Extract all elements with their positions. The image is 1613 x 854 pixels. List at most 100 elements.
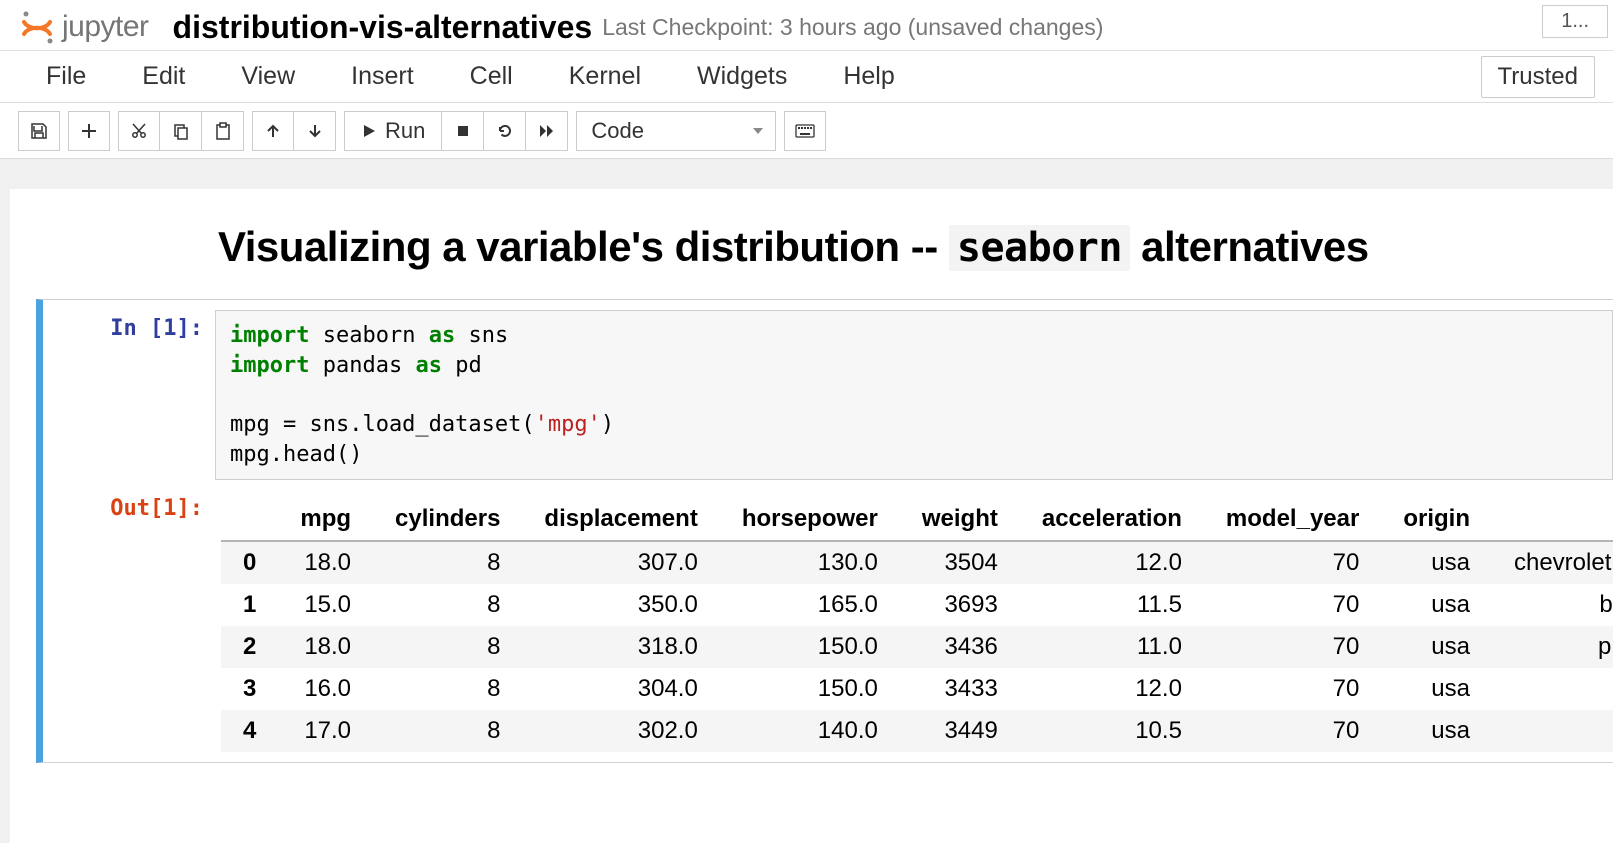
code-cell-1[interactable]: In [1]: import seaborn as snsimport pand… (36, 299, 1613, 763)
table-row: 218.08318.0150.0343611.070usaplymouth sa… (221, 626, 1613, 668)
table-cell: 8 (373, 584, 522, 626)
table-cell: amc rebel sst (1492, 668, 1613, 710)
heading-text-pre: Visualizing a variable's distribution -- (218, 223, 949, 270)
table-cell: 302.0 (522, 710, 719, 752)
table-cell: 70 (1204, 584, 1381, 626)
col-header: origin (1381, 498, 1492, 541)
menu-view[interactable]: View (213, 52, 323, 101)
restart-icon (496, 122, 514, 140)
table-cell: plymouth satellite (1492, 626, 1613, 668)
table-cell: 304.0 (522, 668, 719, 710)
paste-button[interactable] (202, 111, 244, 151)
table-cell: 318.0 (522, 626, 719, 668)
trusted-indicator[interactable]: Trusted (1481, 56, 1595, 98)
command-palette-button[interactable] (784, 111, 826, 151)
table-cell: ford torino (1492, 710, 1613, 752)
table-cell: 70 (1204, 541, 1381, 584)
table-cell: 130.0 (720, 541, 900, 584)
index-header (221, 498, 278, 541)
add-cell-button[interactable] (68, 111, 110, 151)
table-cell: 350.0 (522, 584, 719, 626)
fast-forward-icon (538, 122, 556, 140)
paste-icon (214, 122, 232, 140)
heading-code: seaborn (949, 225, 1130, 271)
menu-cell[interactable]: Cell (442, 52, 541, 101)
menu-insert[interactable]: Insert (323, 52, 442, 101)
table-cell: 70 (1204, 668, 1381, 710)
output-area: mpg cylinders displacement horsepower we… (215, 490, 1613, 752)
notebook-page: Visualizing a variable's distribution --… (10, 189, 1613, 843)
copy-button[interactable] (160, 111, 202, 151)
restart-run-all-button[interactable] (526, 111, 568, 151)
table-cell: usa (1381, 626, 1492, 668)
markdown-heading[interactable]: Visualizing a variable's distribution --… (10, 219, 1613, 299)
cut-button[interactable] (118, 111, 160, 151)
interrupt-button[interactable] (442, 111, 484, 151)
table-cell: 307.0 (522, 541, 719, 584)
table-cell: 70 (1204, 710, 1381, 752)
table-cell: 8 (373, 710, 522, 752)
plus-icon (80, 122, 98, 140)
save-icon (30, 122, 48, 140)
cell-type-select[interactable]: Code (576, 111, 776, 151)
col-header: model_year (1204, 498, 1381, 541)
cell-type-value: Code (591, 118, 644, 144)
menu-kernel[interactable]: Kernel (541, 52, 669, 101)
row-index: 1 (221, 584, 278, 626)
row-index: 2 (221, 626, 278, 668)
table-cell: 16.0 (278, 668, 373, 710)
table-row: 316.08304.0150.0343312.070usaamc rebel s… (221, 668, 1613, 710)
table-cell: 3693 (900, 584, 1020, 626)
menu-file[interactable]: File (18, 52, 114, 101)
table-cell: usa (1381, 541, 1492, 584)
menubar: File Edit View Insert Cell Kernel Widget… (0, 51, 1613, 103)
col-header: horsepower (720, 498, 900, 541)
table-cell: 3433 (900, 668, 1020, 710)
table-header-row: mpg cylinders displacement horsepower we… (221, 498, 1613, 541)
col-header: weight (900, 498, 1020, 541)
notebook-area: Visualizing a variable's distribution --… (0, 159, 1613, 843)
move-up-button[interactable] (252, 111, 294, 151)
table-cell: 165.0 (720, 584, 900, 626)
row-index: 3 (221, 668, 278, 710)
play-icon (361, 123, 377, 139)
move-down-button[interactable] (294, 111, 336, 151)
arrow-up-icon (264, 122, 282, 140)
table-row: 417.08302.0140.0344910.570usaford torino (221, 710, 1613, 752)
menu-widgets[interactable]: Widgets (669, 52, 815, 101)
keyboard-icon (795, 124, 815, 138)
copy-icon (172, 122, 190, 140)
stop-icon (455, 123, 471, 139)
restart-button[interactable] (484, 111, 526, 151)
table-cell: 12.0 (1020, 541, 1204, 584)
toolbar: Run Code (0, 103, 1613, 159)
table-cell: 18.0 (278, 626, 373, 668)
notebook-title[interactable]: distribution-vis-alternatives (173, 9, 593, 46)
table-row: 018.08307.0130.0350412.070usachevrolet c… (221, 541, 1613, 584)
code-input[interactable]: import seaborn as snsimport pandas as pd… (215, 310, 1613, 480)
table-cell: usa (1381, 710, 1492, 752)
checkpoint-status: Last Checkpoint: 3 hours ago (unsaved ch… (602, 14, 1103, 41)
table-cell: buick skylark 320 (1492, 584, 1613, 626)
table-cell: 3449 (900, 710, 1020, 752)
table-cell: usa (1381, 668, 1492, 710)
output-prompt: Out[1]: (43, 490, 215, 752)
run-button[interactable]: Run (344, 111, 442, 151)
col-header: displacement (522, 498, 719, 541)
menu-edit[interactable]: Edit (114, 52, 213, 101)
scissors-icon (130, 122, 148, 140)
dataframe-table: mpg cylinders displacement horsepower we… (221, 498, 1613, 752)
input-prompt: In [1]: (43, 310, 215, 480)
table-cell: 8 (373, 626, 522, 668)
jupyter-logo[interactable]: jupyter (18, 8, 149, 46)
table-cell: 10.5 (1020, 710, 1204, 752)
menu-help[interactable]: Help (815, 52, 922, 101)
tab-indicator[interactable]: 1... (1542, 5, 1608, 38)
table-cell: 70 (1204, 626, 1381, 668)
save-button[interactable] (18, 111, 60, 151)
table-cell: usa (1381, 584, 1492, 626)
heading-text-post: alternatives (1130, 223, 1369, 270)
row-index: 0 (221, 541, 278, 584)
table-cell: 3504 (900, 541, 1020, 584)
table-cell: 8 (373, 541, 522, 584)
